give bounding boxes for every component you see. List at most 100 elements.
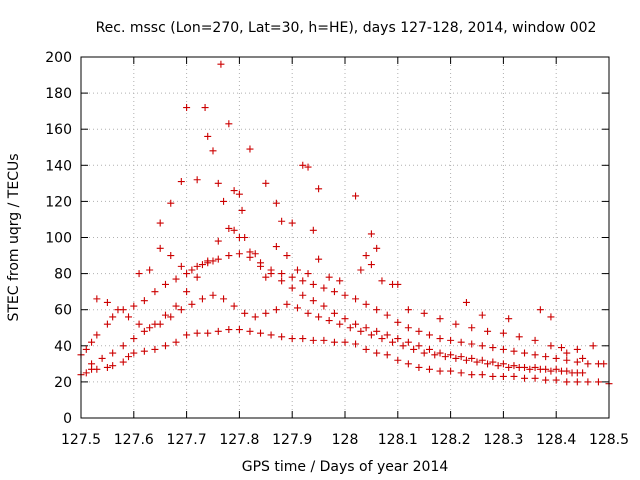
data-point bbox=[209, 147, 217, 155]
data-point bbox=[293, 266, 301, 274]
data-point bbox=[505, 363, 513, 371]
data-point bbox=[362, 252, 370, 260]
data-point bbox=[457, 338, 465, 346]
data-point bbox=[309, 297, 317, 305]
y-tick-label: 180 bbox=[45, 86, 72, 102]
data-point bbox=[515, 333, 523, 341]
data-point bbox=[140, 347, 148, 355]
data-point bbox=[183, 288, 191, 296]
data-point bbox=[462, 356, 470, 364]
data-point bbox=[220, 295, 228, 303]
data-point bbox=[573, 345, 581, 353]
data-point bbox=[140, 297, 148, 305]
data-point bbox=[214, 327, 222, 335]
data-point bbox=[288, 273, 296, 281]
x-tick-label: 128 bbox=[332, 432, 359, 448]
data-point bbox=[125, 313, 133, 321]
data-point bbox=[367, 230, 375, 238]
data-point bbox=[563, 378, 571, 386]
data-point bbox=[542, 353, 550, 361]
data-point bbox=[394, 356, 402, 364]
data-point bbox=[140, 327, 148, 335]
x-axis-label: GPS time / Days of year 2014 bbox=[242, 459, 449, 475]
data-point bbox=[172, 302, 180, 310]
data-point bbox=[209, 291, 217, 299]
data-point bbox=[177, 306, 185, 314]
data-point bbox=[214, 255, 222, 263]
data-point bbox=[362, 324, 370, 332]
data-point bbox=[521, 363, 529, 371]
data-point bbox=[278, 270, 286, 278]
data-point bbox=[521, 349, 529, 357]
data-point bbox=[468, 340, 476, 348]
y-tick-label: 80 bbox=[54, 267, 72, 283]
data-point bbox=[188, 300, 196, 308]
data-point bbox=[325, 273, 333, 281]
data-point bbox=[130, 302, 138, 310]
data-point bbox=[220, 197, 228, 205]
grid-lines bbox=[81, 57, 609, 418]
data-point bbox=[510, 347, 518, 355]
data-point bbox=[563, 367, 571, 375]
data-point bbox=[447, 336, 455, 344]
data-point bbox=[98, 354, 106, 362]
data-point bbox=[330, 288, 338, 296]
data-point bbox=[436, 335, 444, 343]
data-point bbox=[235, 326, 243, 334]
x-tick-label: 128.3 bbox=[483, 432, 523, 448]
data-point bbox=[177, 262, 185, 270]
x-tick-label: 127.5 bbox=[61, 432, 101, 448]
data-point bbox=[251, 250, 259, 258]
data-point bbox=[489, 358, 497, 366]
data-point bbox=[320, 302, 328, 310]
data-point bbox=[217, 60, 225, 68]
data-point bbox=[447, 367, 455, 375]
data-point bbox=[225, 326, 233, 334]
data-point bbox=[362, 300, 370, 308]
data-point bbox=[130, 349, 138, 357]
data-point bbox=[547, 367, 555, 375]
plot-frame bbox=[80, 56, 610, 419]
data-point bbox=[499, 345, 507, 353]
data-point bbox=[346, 324, 354, 332]
y-tick-label: 20 bbox=[54, 375, 72, 391]
data-point bbox=[499, 329, 507, 337]
chart-title: Rec. mssc (Lon=270, Lat=30, h=HE), days … bbox=[96, 20, 597, 36]
data-point bbox=[330, 309, 338, 317]
data-point bbox=[531, 363, 539, 371]
data-point bbox=[473, 358, 481, 366]
data-point bbox=[352, 320, 360, 328]
data-point bbox=[436, 315, 444, 323]
data-point bbox=[278, 333, 286, 341]
data-point bbox=[330, 338, 338, 346]
data-point bbox=[415, 363, 423, 371]
x-tick-label: 128.5 bbox=[589, 432, 629, 448]
data-point bbox=[431, 351, 439, 359]
data-point bbox=[594, 378, 602, 386]
data-point bbox=[88, 338, 96, 346]
data-point bbox=[457, 369, 465, 377]
x-tick-label: 127.7 bbox=[167, 432, 207, 448]
data-point bbox=[531, 351, 539, 359]
data-point bbox=[336, 320, 344, 328]
data-point bbox=[452, 320, 460, 328]
data-point bbox=[278, 277, 286, 285]
data-point bbox=[309, 226, 317, 234]
data-point bbox=[457, 353, 465, 361]
data-point bbox=[201, 104, 209, 112]
data-point bbox=[436, 349, 444, 357]
data-point bbox=[404, 324, 412, 332]
data-point bbox=[119, 342, 127, 350]
data-point bbox=[299, 291, 307, 299]
data-point bbox=[315, 185, 323, 193]
data-point bbox=[161, 280, 169, 288]
data-point bbox=[373, 349, 381, 357]
data-point bbox=[241, 234, 249, 241]
data-point bbox=[362, 345, 370, 353]
data-point bbox=[272, 199, 280, 207]
data-point bbox=[109, 313, 117, 321]
data-point bbox=[204, 329, 212, 337]
data-point bbox=[214, 179, 222, 187]
x-tick-label: 128.1 bbox=[378, 432, 418, 448]
data-point bbox=[542, 376, 550, 384]
